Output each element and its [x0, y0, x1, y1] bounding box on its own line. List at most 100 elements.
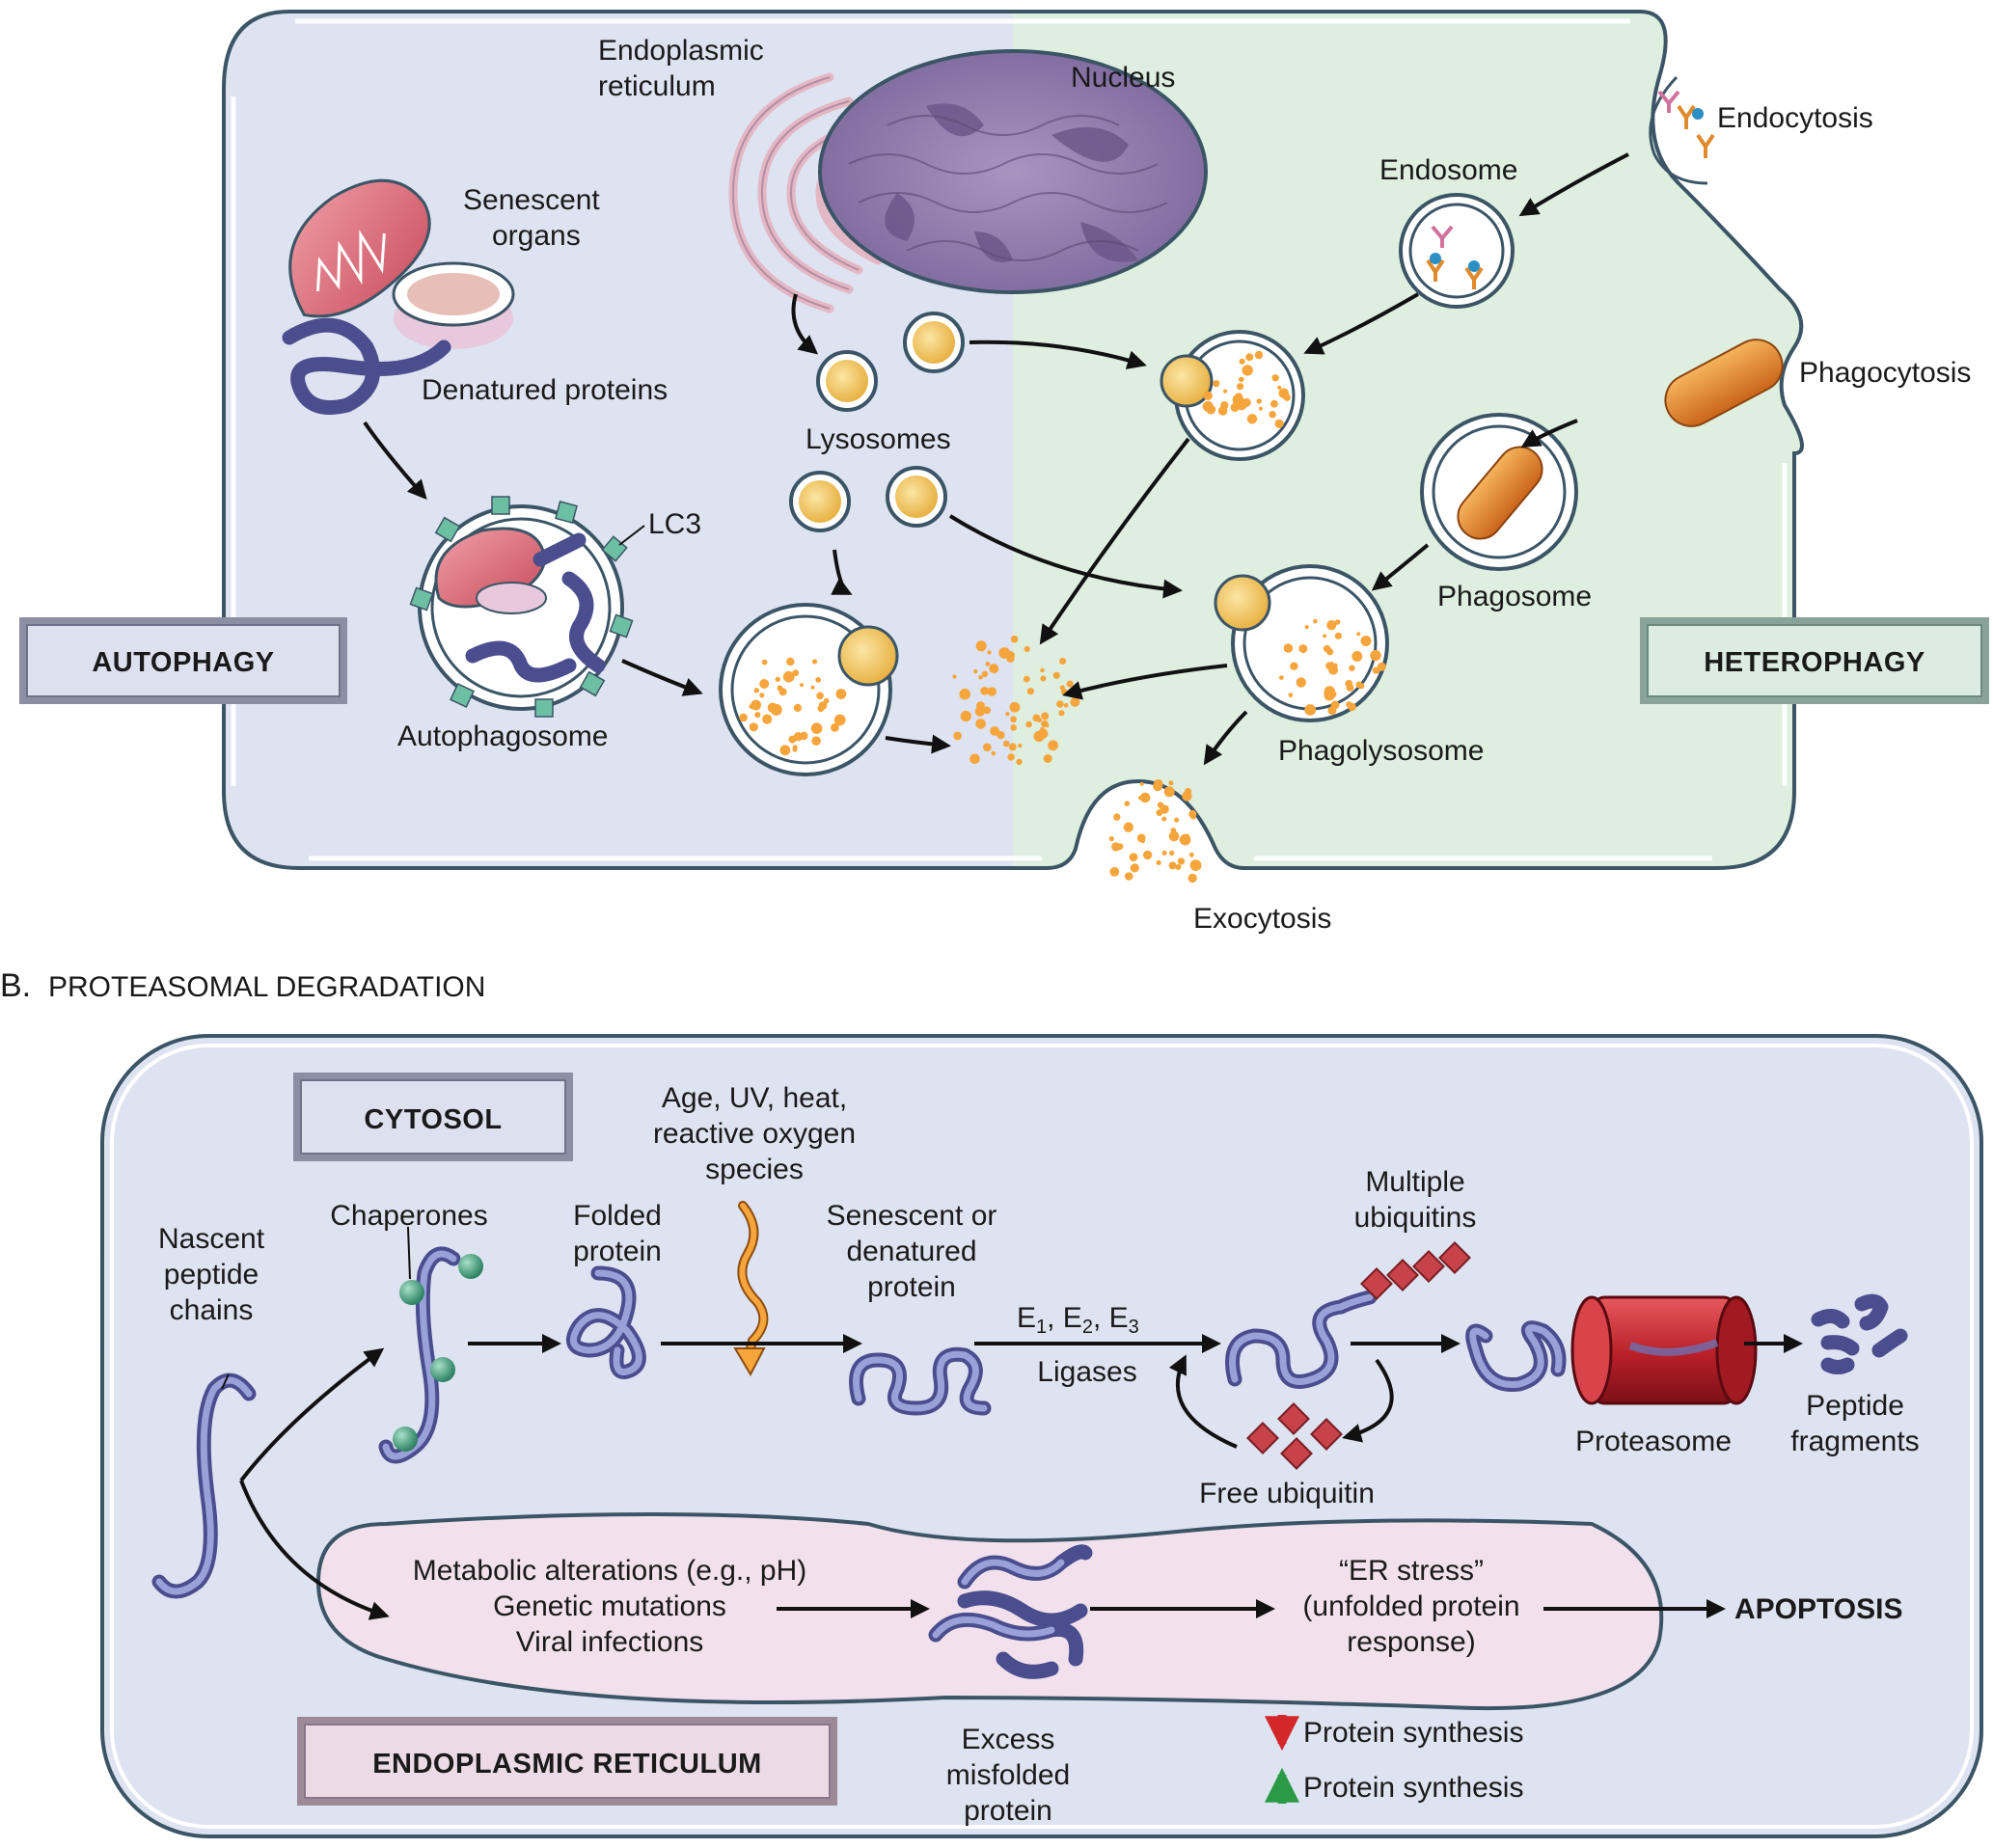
- debris-dot: [1169, 850, 1175, 856]
- ligases-label: Ligases: [1037, 1356, 1136, 1388]
- er-stress-line2: (unfolded protein: [1302, 1590, 1519, 1622]
- folded-line2: protein: [573, 1236, 662, 1267]
- debris-dot: [1163, 786, 1175, 798]
- debris-dot: [751, 699, 761, 711]
- senescent-line2: denatured: [846, 1236, 976, 1267]
- debris-dot: [1242, 397, 1251, 407]
- debris-dot: [1140, 838, 1146, 844]
- debris-dot: [816, 692, 824, 700]
- debris-dot: [1237, 383, 1244, 391]
- debris-dot: [1324, 690, 1335, 701]
- debris-dot: [759, 679, 770, 689]
- debris-dot: [952, 674, 957, 679]
- legend-up-label: Protein synthesis: [1303, 1772, 1523, 1804]
- excess-line1: Excess: [962, 1724, 1055, 1755]
- debris-dot: [1002, 740, 1010, 747]
- debris-dot: [811, 736, 821, 746]
- debris-dot: [1258, 406, 1263, 411]
- debris-dot: [818, 701, 828, 710]
- debris-dot: [1356, 632, 1361, 637]
- debris-dot: [981, 670, 989, 677]
- ubiquitinated-protein: [1225, 1290, 1378, 1389]
- debris-dot: [959, 688, 970, 700]
- debris-dot: [1041, 712, 1050, 720]
- chaperone-protein: [378, 1246, 483, 1464]
- debris-dot: [767, 702, 778, 713]
- debris-dot: [1326, 620, 1337, 631]
- debris-dot: [1206, 404, 1216, 415]
- debris-dot: [996, 731, 1005, 740]
- debris-dot: [1111, 842, 1121, 852]
- debris-dot: [1018, 744, 1023, 748]
- debris-dot: [1025, 720, 1032, 728]
- lc3-markers: [409, 496, 634, 718]
- debris-dot: [969, 753, 980, 765]
- debris-dot: [989, 664, 999, 674]
- senescent-line3: protein: [867, 1271, 956, 1303]
- excess-line2: misfolded: [946, 1759, 1070, 1791]
- debris-dot: [1070, 696, 1080, 707]
- debris-dot: [1279, 675, 1284, 680]
- chaperones-label: Chaperones: [330, 1200, 487, 1232]
- chaperone: [399, 1280, 424, 1305]
- debris-dot: [978, 675, 983, 680]
- debris-dot: [1346, 701, 1352, 708]
- debris-dot: [1037, 718, 1042, 722]
- er-stress-line3: response): [1347, 1626, 1475, 1658]
- debris-dot: [762, 714, 773, 724]
- debris-dot: [980, 687, 989, 695]
- peptide-fragments: [1811, 1293, 1908, 1374]
- debris-dot: [1182, 791, 1192, 802]
- debris-dot: [1005, 712, 1010, 717]
- nascent-peptide: [151, 1372, 257, 1599]
- debris-dot: [779, 745, 791, 756]
- debris-dot: [1254, 350, 1264, 360]
- debris-dot: [810, 722, 823, 734]
- senescent-vesicle: [392, 261, 515, 349]
- debris-dot: [1058, 710, 1065, 717]
- debris-dot: [1334, 632, 1342, 639]
- debris-dot: [1271, 374, 1279, 382]
- debris-dot: [1360, 636, 1372, 646]
- peptide-fragments-line1: Peptide: [1806, 1390, 1904, 1422]
- free-ubiquitin-label: Free ubiquitin: [1199, 1478, 1375, 1509]
- endocytosis-pit: [1649, 75, 1715, 185]
- debris-dot: [1016, 758, 1023, 766]
- debris-dot: [1124, 801, 1131, 806]
- stress-line3: species: [705, 1154, 804, 1185]
- debris-dot: [1290, 662, 1298, 670]
- debris-dot: [1168, 830, 1180, 842]
- debris-dot: [1040, 726, 1045, 732]
- phagocytosis-bacterium: [1664, 339, 1784, 427]
- debris-dot: [775, 676, 780, 682]
- phagolysosome: [1214, 564, 1389, 722]
- debris-dot: [1217, 406, 1228, 416]
- peptide-fragments-line2: fragments: [1790, 1426, 1919, 1457]
- debris-dot: [1010, 635, 1019, 643]
- endocytosis-label: Endocytosis: [1717, 102, 1873, 134]
- debris-dot: [1009, 701, 1021, 713]
- proteasome: [1465, 1295, 1758, 1405]
- debris-dot: [1304, 704, 1317, 716]
- debris-dot: [1223, 389, 1228, 394]
- proteasome-label: Proteasome: [1575, 1426, 1732, 1457]
- debris-dot: [1040, 667, 1045, 673]
- debris-dot: [953, 731, 962, 741]
- debris-dot: [1256, 398, 1262, 404]
- phagocytosis-label: Phagocytosis: [1799, 357, 1971, 389]
- debris-dot: [1137, 796, 1143, 801]
- debris-dot: [1156, 859, 1161, 866]
- cytosol-box: CYTOSOL: [293, 1073, 573, 1161]
- debris-dot: [1323, 634, 1327, 639]
- multiple-ubiquitins: [1360, 1241, 1471, 1300]
- debris-dot: [1203, 391, 1213, 400]
- er-causes-line1: Metabolic alterations (e.g., pH): [413, 1555, 807, 1587]
- debris-dot: [1108, 836, 1114, 842]
- debris-dot: [1179, 833, 1191, 846]
- exocytosis-label: Exocytosis: [1193, 903, 1331, 935]
- legend: Protein synthesis Protein synthesis: [1265, 1715, 1523, 1804]
- debris-dot: [1059, 685, 1065, 691]
- debris-dot: [1327, 662, 1335, 668]
- debris-dot: [833, 725, 839, 732]
- chaperone: [430, 1357, 455, 1382]
